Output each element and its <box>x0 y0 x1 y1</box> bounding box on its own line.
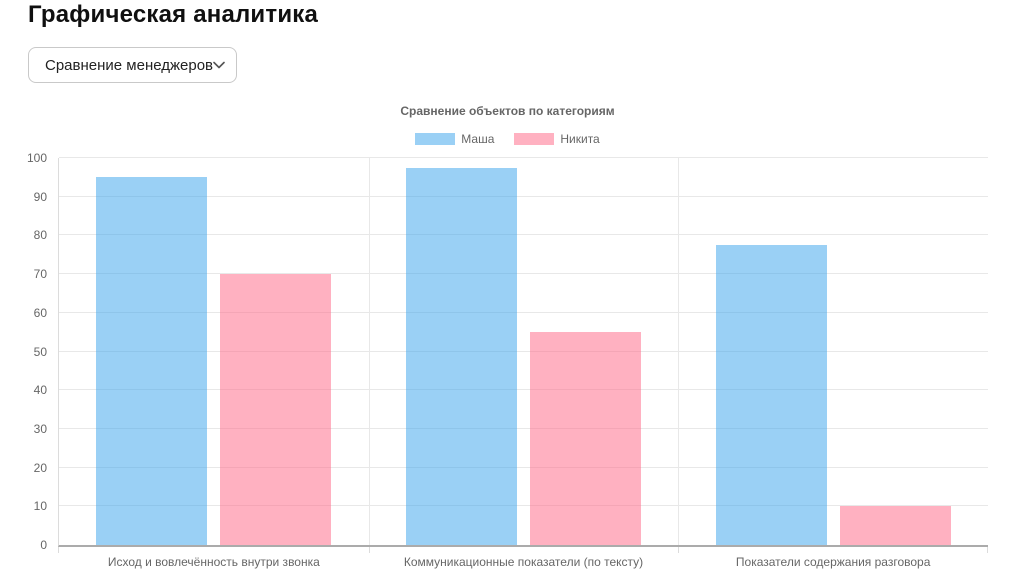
report-type-select[interactable]: Сравнение менеджеров <box>28 47 237 83</box>
chart-plot-area: 0 10 20 30 40 50 60 70 80 90 100 Исход и вовлечённо… <box>27 151 988 569</box>
y-axis-tick-label: 80 <box>33 228 47 243</box>
y-axis-tick-label: 30 <box>33 421 47 436</box>
page-title: Графическая аналитика <box>28 1 319 28</box>
y-axis-tick-label: 0 <box>40 538 47 552</box>
x-axis-label: Коммуникационные показатели (по тексту) <box>403 555 644 569</box>
x-axis-label: Показатели содержания разговора <box>735 555 931 569</box>
x-gridline <box>368 158 370 545</box>
y-gridline <box>59 311 988 313</box>
y-gridline <box>59 350 988 352</box>
bar-Никита-2[interactable] <box>839 506 951 545</box>
x-gridline <box>678 158 680 545</box>
bar-Маша-2[interactable] <box>715 245 827 545</box>
legend-item-Никита[interactable]: Никита <box>514 132 600 146</box>
y-gridline <box>59 157 988 158</box>
chevron-down-icon <box>213 61 225 69</box>
x-axis-tickmark <box>368 547 370 553</box>
y-gridline <box>59 389 988 391</box>
legend-item-Маша[interactable]: Маша <box>415 132 494 146</box>
x-axis-tickmark <box>987 547 988 553</box>
y-gridline <box>59 505 988 507</box>
y-gridline <box>59 273 988 275</box>
y-axis-tick-label: 100 <box>26 151 47 165</box>
y-axis-tick-label: 70 <box>33 267 47 282</box>
comparison-bar-chart: Сравнение объектов по категориям Маша Ник… <box>27 95 988 577</box>
bar-Никита-1[interactable] <box>530 332 641 545</box>
x-axis-tickmark <box>58 547 59 553</box>
chart-title: Сравнение объектов по категориям <box>400 104 615 118</box>
bar-Никита-0[interactable] <box>220 274 332 545</box>
bar-Маша-0[interactable] <box>96 177 208 545</box>
y-axis-tick-label: 90 <box>33 189 47 204</box>
y-axis-tick-label: 10 <box>33 499 47 514</box>
y-axis-tick-label: 50 <box>33 344 47 359</box>
chart-legend: Маша Никита <box>28 132 987 146</box>
y-gridline <box>59 466 988 468</box>
y-axis-tick-label: 20 <box>33 460 47 475</box>
y-axis-tick-label: 60 <box>33 305 47 320</box>
bar-Маша-1[interactable] <box>406 167 517 545</box>
legend-label: Маша <box>461 132 495 146</box>
x-axis-tickmark <box>678 547 680 553</box>
legend-swatch <box>415 133 456 145</box>
legend-swatch <box>514 133 555 145</box>
legend-label: Никита <box>560 132 600 146</box>
y-axis-tick-label: 40 <box>33 383 47 398</box>
y-gridline <box>59 234 988 236</box>
y-gridline <box>59 427 988 429</box>
x-axis-label: Исход и вовлечённость внутри звонка <box>107 555 320 569</box>
report-type-select-value: Сравнение менеджеров <box>45 56 214 74</box>
y-gridline <box>59 195 988 197</box>
